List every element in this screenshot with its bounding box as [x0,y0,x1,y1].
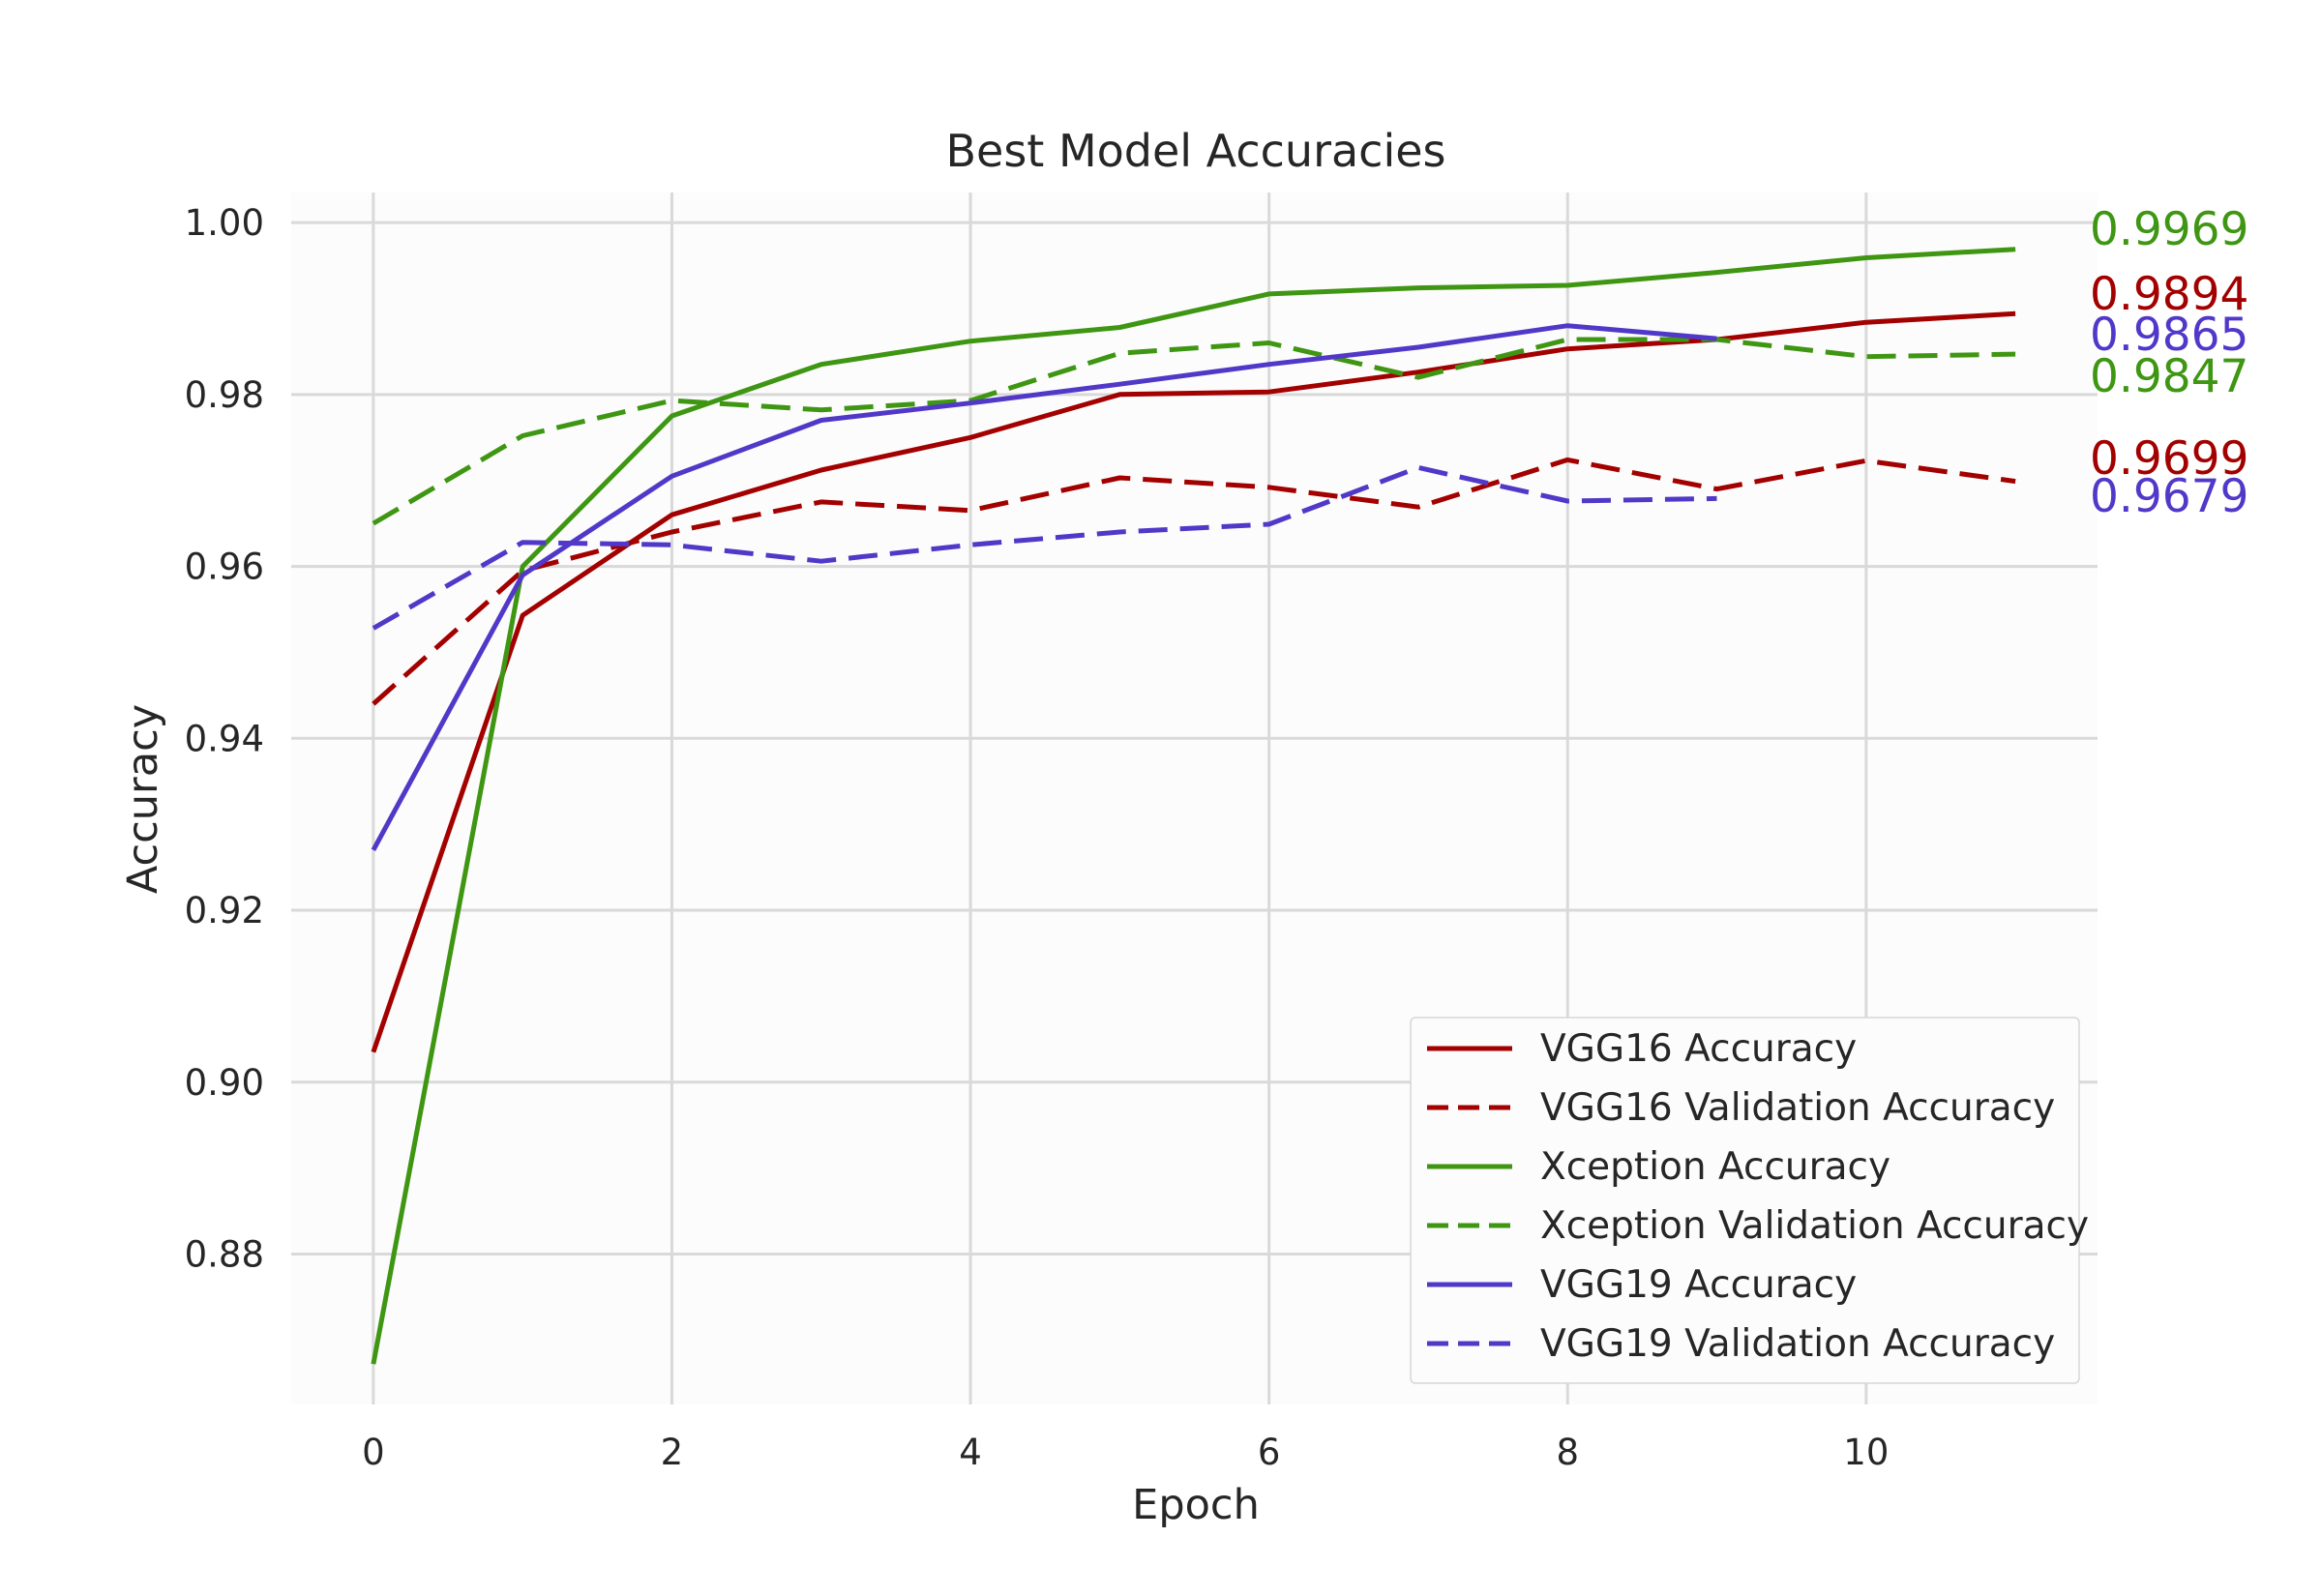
legend-entry: VGG16 Accuracy [1540,1027,1857,1071]
x-tick-label: 2 [661,1432,684,1473]
legend-entry: VGG19 Validation Accuracy [1540,1322,2055,1366]
end-value-label: 0.9679 [2090,470,2248,523]
end-value-label: 0.9847 [2090,350,2248,403]
xception-accuracy-line [371,247,2016,1365]
x-axis-label: Epoch [1132,1481,1260,1529]
x-tick-label: 4 [959,1432,982,1473]
xception-validation-accuracy-line [372,337,2016,526]
end-value-label: 0.9865 [2090,309,2248,362]
legend-entry: Xception Validation Accuracy [1540,1204,2089,1248]
y-tick-label: 0.92 [185,890,264,931]
end-value-label: 0.9969 [2090,203,2248,256]
vgg19-accuracy-line [371,323,1717,851]
y-tick-label: 0.94 [185,718,264,759]
y-tick-label: 0.96 [185,547,264,588]
y-tick-label: 1.00 [185,202,264,244]
x-tick-label: 0 [362,1432,385,1473]
legend-entry: VGG19 Accuracy [1540,1263,1857,1307]
end-value-label: 0.9894 [2090,268,2248,321]
legend-box [1410,1017,2080,1384]
x-tick-label: 8 [1556,1432,1579,1473]
vgg16-accuracy-line [371,310,2016,1053]
x-tick-label: 10 [1843,1432,1889,1473]
end-value-label: 0.9699 [2090,432,2248,486]
y-axis-label: Accuracy [119,704,167,894]
y-tick-label: 0.98 [185,374,264,416]
vgg16-validation-accuracy-line [372,457,2016,706]
legend-entry: Xception Accuracy [1540,1145,1890,1189]
legend-entry: VGG16 Validation Accuracy [1540,1086,2055,1130]
grid [291,192,2098,1404]
y-tick-label: 0.90 [185,1062,264,1104]
legend: VGG16 Accuracy VGG16 Validation Accuracy X… [1410,1017,2089,1384]
y-tick-label: 0.88 [185,1233,264,1275]
chart-title: Best Model Accuracies [945,125,1445,177]
series-lines [371,247,2016,1365]
tick-labels: 0 2 4 6 8 10 0.88 0.90 0.92 0.94 0.96 0.98 1.00 [185,202,1890,1473]
x-tick-label: 6 [1258,1432,1281,1473]
